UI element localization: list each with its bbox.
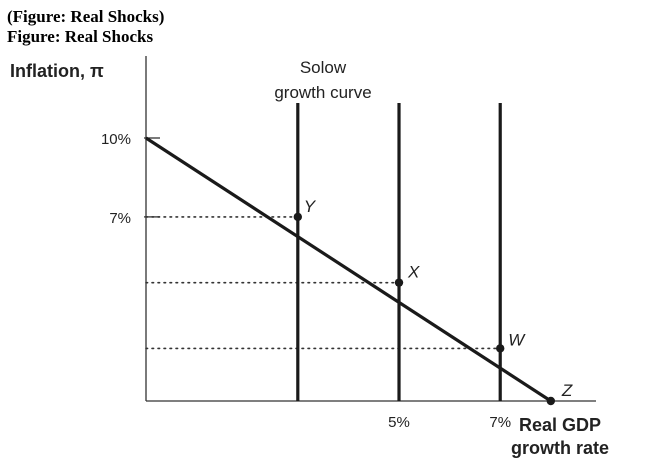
x-tick-label: 5%: [388, 414, 410, 431]
ad-line: [145, 136, 552, 403]
point-z: [546, 396, 556, 406]
point-label-z: Z: [561, 381, 573, 400]
y-tick-label: 7%: [109, 210, 131, 227]
x-tick-label: 7%: [489, 414, 511, 431]
point-w: [496, 344, 505, 353]
y-tick-label: 10%: [101, 131, 131, 148]
curve-label-line2: growth curve: [274, 83, 371, 102]
point-y: [293, 212, 303, 222]
point-label-y: Y: [304, 197, 317, 216]
y-axis-label: Inflation, π: [10, 61, 104, 81]
x-axis-label-line2: growth rate: [511, 438, 609, 458]
point-label-w: W: [508, 330, 526, 349]
x-axis-label-line1: Real GDP: [519, 415, 601, 435]
plot-area: 10% 7% 5% 7% Y X W Z: [101, 56, 596, 431]
figure-caption: Figure: Real Shocks: [7, 27, 154, 46]
point-label-x: X: [407, 263, 420, 282]
point-x: [394, 278, 404, 287]
figure-caption-top: (Figure: Real Shocks): [7, 7, 165, 26]
curve-label-line1: Solow: [300, 58, 347, 77]
